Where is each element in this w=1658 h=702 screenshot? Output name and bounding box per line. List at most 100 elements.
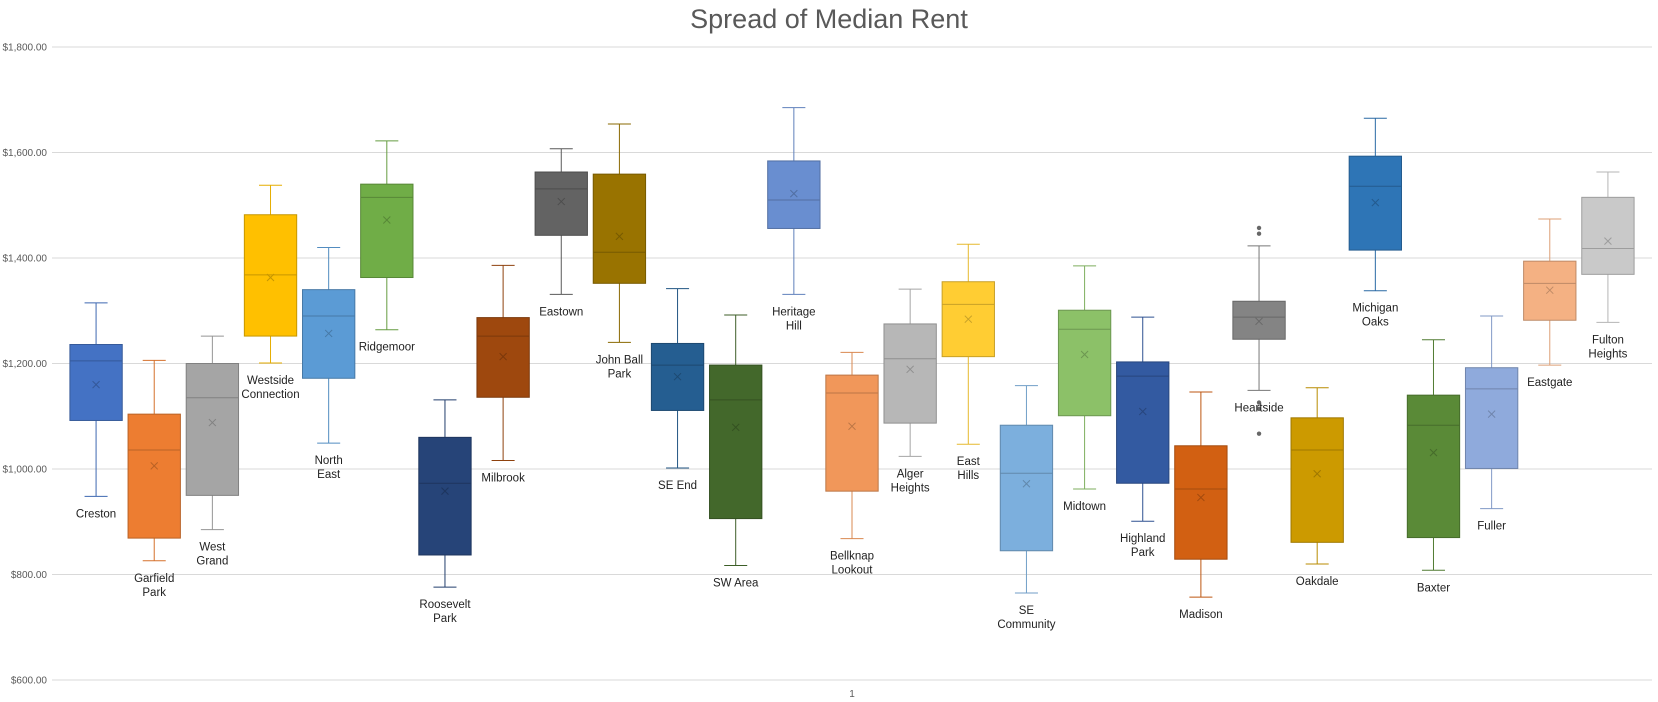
category-label: Heritage — [772, 306, 815, 318]
box-creston — [69, 344, 123, 421]
box-fulton-heights — [1581, 196, 1635, 275]
category-label: Alger — [897, 468, 924, 480]
category-label: Heights — [891, 482, 930, 494]
category-label: Midtown — [1063, 501, 1106, 513]
category-label: West — [199, 542, 226, 554]
mean-marker — [789, 189, 798, 198]
chart-title: Spread of Median Rent — [690, 4, 968, 34]
category-label: Park — [142, 587, 166, 599]
category-label: Michigan — [1352, 303, 1398, 315]
category-label: Heights — [1588, 348, 1627, 360]
category-label: Grand — [196, 556, 228, 568]
category-label: Ridgemoor — [359, 342, 415, 354]
category-label: Hill — [786, 320, 802, 332]
y-tick-label: $600.00 — [11, 676, 48, 687]
category-label: Lookout — [832, 565, 874, 577]
mean-marker — [615, 232, 624, 241]
mean-marker — [1138, 407, 1147, 416]
box-heritage-hill — [767, 160, 821, 229]
category-label: Eastgate — [1527, 377, 1572, 389]
outlier-point — [1256, 406, 1262, 412]
category-label: Park — [433, 613, 457, 625]
category-label: Milbrook — [481, 473, 525, 485]
y-tick-label: $800.00 — [11, 570, 48, 581]
mean-marker — [92, 380, 100, 389]
box-sw-area — [709, 364, 763, 520]
category-label: Bellknap — [830, 551, 874, 563]
box-oakdale — [1290, 417, 1344, 543]
category-label: Connection — [241, 389, 299, 401]
mean-marker — [382, 216, 391, 224]
box-garfield-park — [127, 413, 181, 539]
outlier-point — [1256, 225, 1262, 231]
box-heartside — [1232, 300, 1286, 340]
category-label: SE — [1019, 605, 1035, 617]
box-madison — [1174, 445, 1228, 560]
outlier-point — [1256, 400, 1262, 405]
mean-marker — [1313, 469, 1322, 478]
category-label: Oakdale — [1296, 576, 1339, 588]
box-midtown — [1057, 309, 1112, 417]
mean-marker — [1545, 286, 1554, 295]
mean-marker — [1429, 448, 1438, 457]
y-tick-label: $1,400.00 — [3, 254, 48, 265]
y-tick-label: $1,200.00 — [3, 359, 48, 370]
y-tick-label: $1,600.00 — [3, 148, 48, 159]
box-ridgemoor — [360, 183, 414, 279]
box-milbrook — [476, 317, 530, 398]
box-westside-connection — [243, 214, 298, 337]
category-label: Fuller — [1477, 521, 1506, 533]
mean-marker — [1022, 479, 1031, 488]
category-label: Madison — [1179, 609, 1222, 621]
mean-marker — [499, 352, 507, 361]
mean-marker — [208, 418, 217, 427]
box-west-grand — [185, 363, 240, 496]
category-label: Hills — [957, 470, 979, 482]
box-eastown — [534, 171, 588, 236]
mean-marker — [1604, 237, 1612, 245]
y-tick-label: $1,000.00 — [3, 465, 48, 476]
mean-marker — [731, 423, 740, 432]
category-label: SE End — [658, 480, 697, 492]
box-alger-heights — [883, 323, 937, 424]
box-highland-park — [1116, 361, 1170, 484]
category-label: SW Area — [713, 578, 759, 590]
category-label: Park — [1131, 547, 1155, 559]
mean-marker — [324, 329, 333, 338]
category-label: Eastown — [539, 306, 583, 318]
box-baxter — [1406, 394, 1461, 539]
category-label: Oaks — [1362, 317, 1389, 329]
mean-marker — [673, 372, 682, 381]
category-label: East — [957, 456, 981, 468]
mean-marker — [1255, 317, 1263, 326]
category-label: Garfield — [134, 573, 174, 585]
category-label: Fulton — [1592, 334, 1624, 346]
mean-marker — [266, 273, 275, 282]
outlier-point — [1256, 231, 1262, 236]
box-fuller — [1464, 367, 1519, 469]
category-label: Park — [608, 368, 632, 380]
mean-marker — [150, 461, 159, 470]
mean-marker — [1080, 350, 1089, 359]
box-se-community — [999, 424, 1054, 552]
box-bellknap-lookout — [825, 374, 879, 492]
category-label: Creston — [76, 508, 116, 520]
mean-marker — [906, 365, 915, 374]
y-tick-label: $1,800.00 — [3, 43, 48, 54]
category-label: Community — [997, 619, 1055, 631]
mean-marker — [557, 197, 566, 206]
category-label: John Ball — [596, 354, 643, 366]
x-tick-label: 1 — [849, 689, 855, 700]
mean-marker — [848, 422, 856, 431]
category-label: Roosevelt — [419, 599, 471, 611]
box-roosevelt-park — [418, 436, 472, 556]
category-label: Highland — [1120, 533, 1165, 545]
mean-marker — [964, 315, 973, 324]
category-label: Baxter — [1417, 582, 1450, 594]
mean-marker — [1371, 198, 1380, 207]
category-label: East — [317, 469, 341, 481]
outlier-point — [1256, 431, 1262, 436]
mean-marker — [441, 487, 449, 496]
category-label: Westside — [247, 375, 294, 387]
